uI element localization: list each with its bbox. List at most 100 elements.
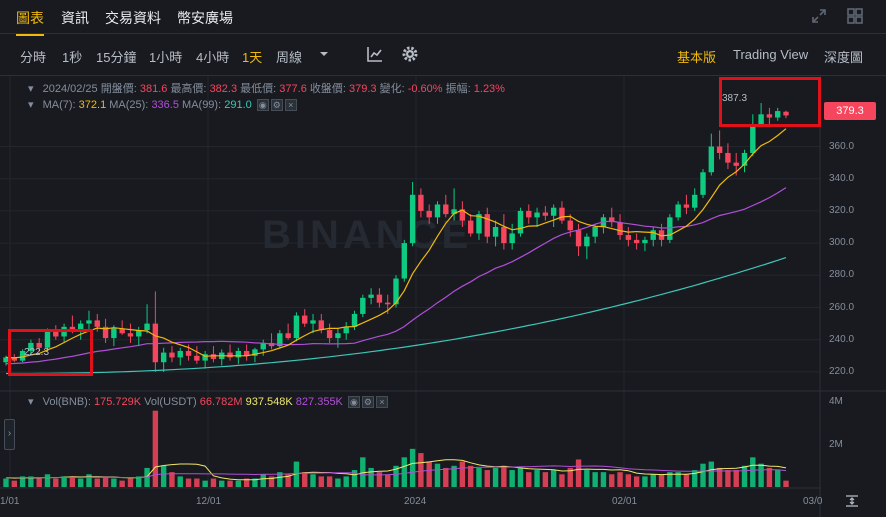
timeframe-15m[interactable]: 15分鐘 — [96, 50, 137, 65]
ma99-line — [6, 257, 787, 375]
volume-bar — [169, 472, 175, 487]
gear-icon[interactable]: ⚙ — [361, 396, 374, 409]
candle-body — [633, 239, 640, 244]
candle-body — [119, 328, 125, 334]
candle-body — [102, 326, 109, 339]
candle-body — [575, 230, 582, 247]
volume-bar — [326, 476, 333, 487]
volume-bar — [202, 480, 208, 487]
timeframe-4h[interactable]: 4小時 — [196, 50, 230, 65]
open-label: 開盤價: — [100, 83, 137, 95]
candle-body — [385, 302, 391, 305]
tab-trading-data[interactable]: 交易資料 — [105, 10, 161, 26]
candle-body — [127, 333, 134, 337]
candle-body — [36, 342, 42, 348]
candle-body — [667, 217, 673, 240]
volume-bar — [517, 467, 524, 487]
volume-bar — [650, 474, 656, 487]
fit-axis-icon[interactable] — [845, 494, 859, 508]
chart-area[interactable]: BINANCE — [0, 76, 886, 517]
volume-bar — [127, 478, 134, 487]
volume-bar — [351, 470, 358, 487]
highlight-box-high — [719, 77, 821, 127]
volume-bar — [600, 472, 607, 487]
candle-body — [459, 209, 466, 221]
volume-bar — [219, 480, 225, 487]
volume-bar — [268, 476, 275, 487]
time-tick-label: 02/01 — [612, 496, 638, 507]
volume-bar — [393, 465, 399, 487]
expand-panel-handle[interactable]: › — [4, 419, 15, 450]
collapse-arrow-icon[interactable]: ▾ — [28, 99, 34, 111]
candlestick-chart: BINANCE — [0, 76, 886, 517]
close-icon[interactable]: × — [284, 99, 297, 112]
candle-body — [650, 230, 656, 240]
candle-body — [584, 236, 590, 247]
tab-square[interactable]: 幣安廣場 — [177, 10, 233, 26]
collapse-arrow-icon[interactable]: ▾ — [28, 396, 34, 408]
candle-body — [86, 320, 92, 324]
timeframe-1h[interactable]: 1小時 — [149, 50, 183, 65]
grid-layout-icon[interactable] — [846, 7, 864, 25]
view-tradingview[interactable]: Trading View — [733, 47, 809, 62]
candle-body — [376, 294, 383, 303]
candle-body — [467, 220, 474, 234]
volume-bar — [459, 461, 466, 487]
indicator-icon[interactable] — [366, 45, 384, 63]
volume-bar — [409, 448, 416, 487]
candle-body — [550, 207, 557, 216]
volume-bar — [94, 478, 100, 487]
volume-bar — [285, 474, 291, 487]
timeframe-time[interactable]: 分時 — [20, 50, 47, 65]
chart-toolbar: 分時 1秒 15分鐘 1小時 4小時 1天 周線 基本版 Trading Vie… — [0, 34, 886, 76]
volume-bar — [617, 472, 623, 487]
candle-body — [501, 227, 507, 244]
volume-bar — [177, 476, 183, 487]
volume-bar — [476, 467, 482, 487]
candle-body — [111, 328, 117, 339]
candle-body — [185, 350, 192, 356]
volume-bar — [293, 461, 300, 487]
timeframe-1s[interactable]: 1秒 — [62, 50, 83, 65]
tab-info[interactable]: 資訊 — [61, 10, 89, 26]
volume-bar — [725, 470, 731, 487]
ma99-label: MA(99): — [182, 99, 222, 111]
volume-bar — [559, 474, 565, 487]
candle-body — [53, 331, 59, 337]
close-icon[interactable]: × — [375, 396, 388, 409]
volume-bar — [642, 476, 648, 487]
volume-bar — [733, 470, 739, 487]
candle-body — [160, 352, 167, 363]
expand-icon[interactable] — [810, 7, 828, 25]
highlight-box-low — [8, 329, 93, 376]
amp-value: 1.23% — [473, 83, 505, 95]
collapse-arrow-icon[interactable]: ▾ — [28, 83, 34, 95]
gear-icon[interactable]: ⚙ — [270, 99, 283, 112]
volume-bar — [11, 480, 17, 487]
gear-icon[interactable] — [401, 45, 419, 63]
eye-icon[interactable]: ◉ — [256, 99, 269, 112]
view-basic[interactable]: 基本版 — [677, 50, 717, 65]
timeframe-1d[interactable]: 1天 — [242, 50, 263, 65]
low-annotation: 222.3 — [24, 347, 50, 358]
ma25-line — [5, 187, 787, 365]
volume-bar — [111, 478, 117, 487]
view-depth[interactable]: 深度圖 — [824, 50, 864, 65]
candle-body — [202, 354, 208, 361]
volume-bar — [77, 478, 84, 487]
price-tick-label: 220.0 — [829, 365, 855, 377]
candle-body — [758, 114, 764, 124]
candle-body — [434, 204, 441, 218]
timeframe-week[interactable]: 周線 — [276, 50, 303, 65]
volume-bar — [36, 478, 42, 487]
volume-bar — [426, 461, 432, 487]
volume-bar — [252, 478, 258, 487]
chevron-down-icon[interactable] — [317, 47, 335, 65]
volume-bar — [716, 467, 723, 487]
eye-icon[interactable]: ◉ — [347, 396, 360, 409]
vol-usdt-label: Vol(USDT) — [144, 396, 197, 408]
candle-body — [725, 152, 731, 163]
price-tick-label: 280.0 — [829, 269, 855, 281]
tab-chart[interactable]: 圖表 — [16, 10, 44, 36]
volume-bar — [451, 465, 457, 487]
